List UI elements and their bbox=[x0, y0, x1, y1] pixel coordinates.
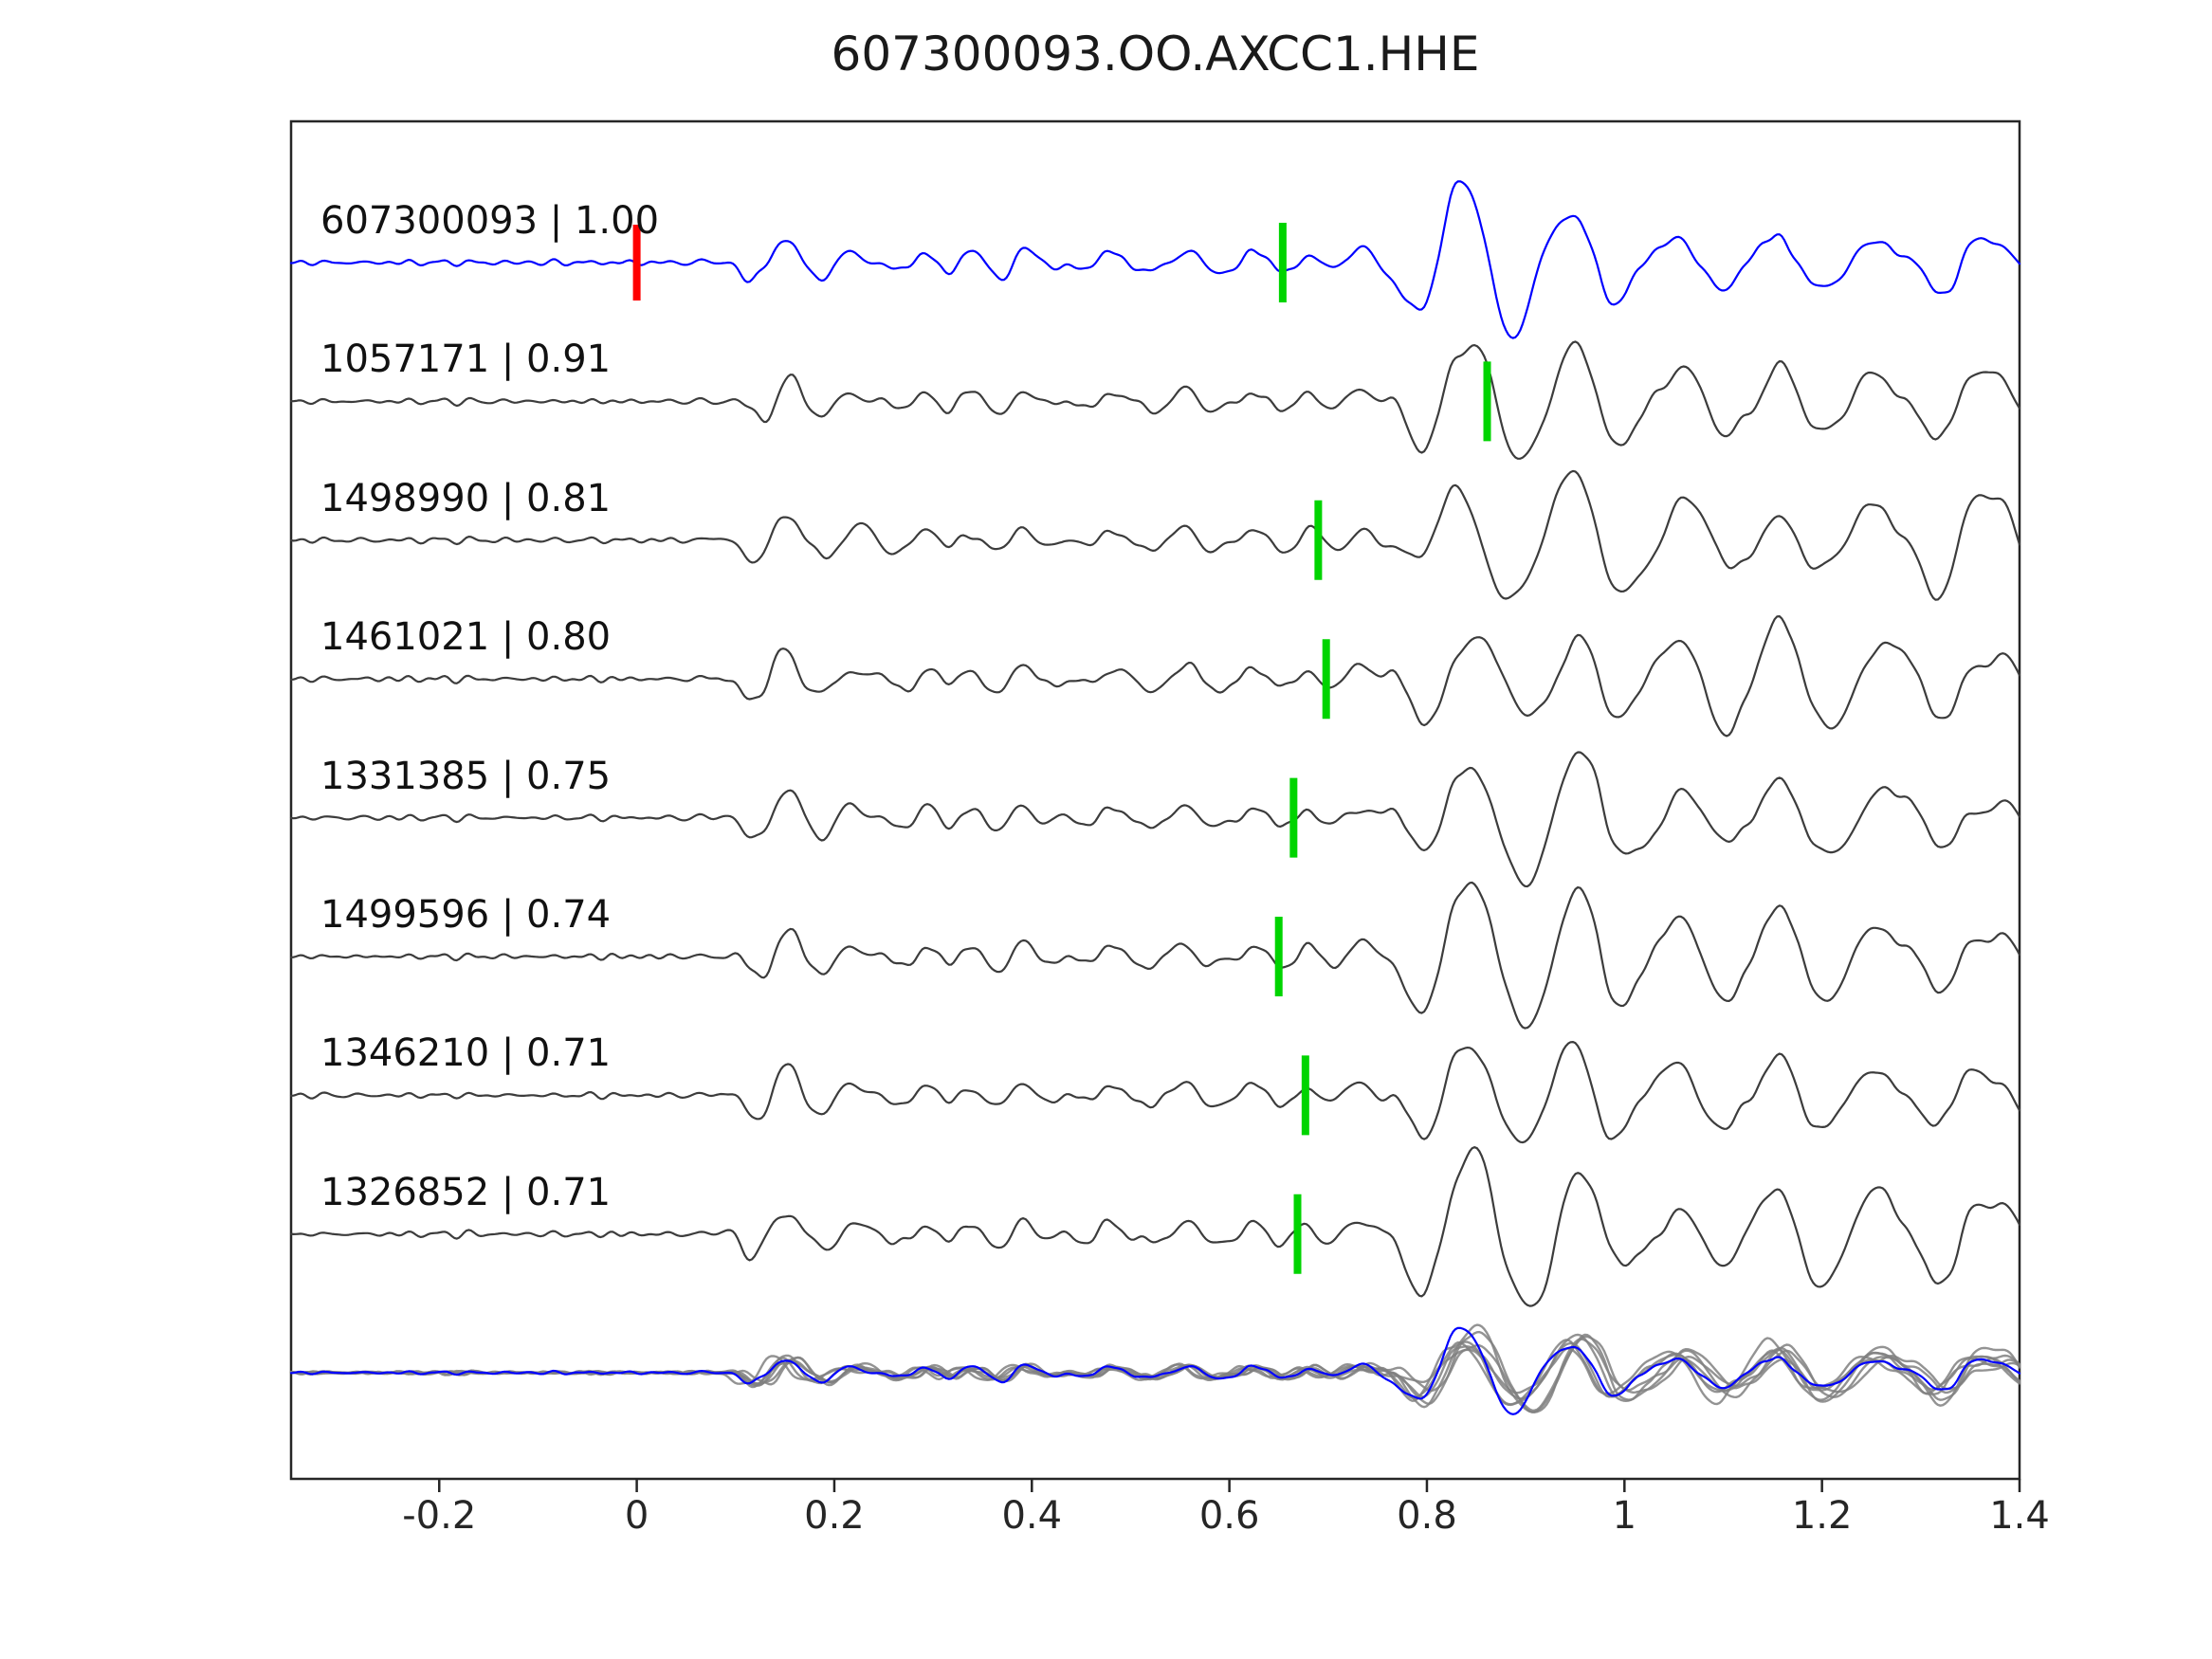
waveform-trace bbox=[289, 881, 2021, 1030]
waveform-trace bbox=[289, 180, 2021, 339]
waveform-trace bbox=[289, 340, 2021, 460]
waveform-trace bbox=[289, 614, 2021, 738]
waveform-trace bbox=[289, 1040, 2021, 1144]
figure-title: 607300093.OO.AXCC1.HHE bbox=[831, 27, 1480, 82]
waveform-trace bbox=[289, 751, 2021, 888]
waveform-trace bbox=[289, 469, 2021, 601]
axes-box bbox=[289, 119, 2021, 1481]
overlay-trace bbox=[289, 1323, 2021, 1413]
overlay-target-trace bbox=[289, 1326, 2021, 1415]
waveform-trace bbox=[289, 1145, 2021, 1307]
